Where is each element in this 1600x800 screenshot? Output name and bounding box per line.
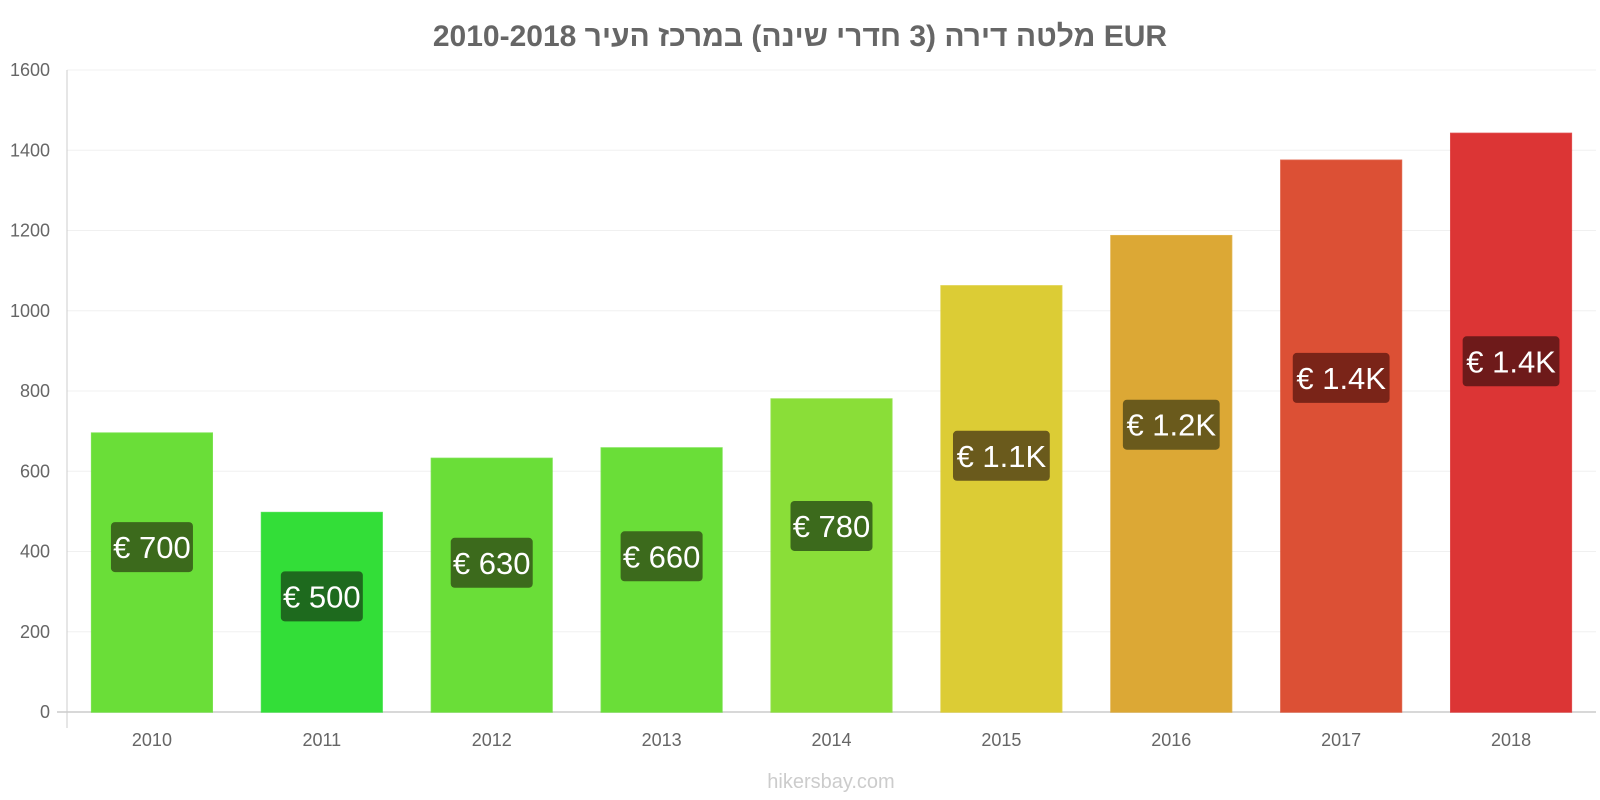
data-label-box bbox=[110, 522, 193, 573]
y-tick-label: 1200 bbox=[10, 221, 50, 241]
data-label-text: € 1.4K bbox=[1296, 361, 1386, 396]
x-tick-label: 2013 bbox=[642, 730, 682, 750]
data-labels-group: € 700 € 500 € 630 € 660 € 780 € 1.1K € 1.2K € 1… bbox=[110, 336, 1560, 622]
data-label-box bbox=[450, 537, 533, 588]
data-label-box bbox=[1292, 352, 1390, 403]
data-label-text: € 500 bbox=[283, 579, 361, 614]
y-tick-label: 1400 bbox=[10, 140, 50, 160]
data-label-text: € 1.4K bbox=[1466, 344, 1556, 379]
data-label-box bbox=[620, 531, 703, 582]
bar-2014 bbox=[770, 398, 893, 713]
data-label-text: € 780 bbox=[793, 509, 871, 544]
data-label-2011: € 500 bbox=[280, 571, 363, 622]
y-tick-label: 1600 bbox=[10, 60, 50, 80]
data-label-box bbox=[1462, 336, 1560, 387]
data-label-text: € 1.2K bbox=[1126, 408, 1216, 443]
data-label-text: € 1.1K bbox=[957, 439, 1047, 474]
data-label-text: € 660 bbox=[623, 539, 701, 574]
x-tick-label: 2018 bbox=[1491, 730, 1531, 750]
data-label-2014: € 780 bbox=[790, 500, 873, 551]
data-label-box bbox=[952, 430, 1050, 481]
y-tick-label: 200 bbox=[20, 622, 50, 642]
bar-2017 bbox=[1280, 159, 1403, 713]
y-axis-ticks: 0 200 400 600 800 1000 1200 1400 1600 bbox=[10, 60, 50, 722]
data-label-2018: € 1.4K bbox=[1462, 336, 1560, 387]
bar-2010 bbox=[90, 432, 214, 713]
data-label-box bbox=[280, 571, 363, 622]
y-tick-label: 0 bbox=[40, 702, 50, 722]
data-label-2016: € 1.2K bbox=[1122, 399, 1220, 450]
y-tick-label: 400 bbox=[20, 542, 50, 562]
data-label-box bbox=[1122, 399, 1220, 450]
x-tick-label: 2014 bbox=[811, 730, 851, 750]
x-tick-label: 2010 bbox=[132, 730, 172, 750]
bar-2015 bbox=[940, 285, 1063, 713]
bar-2018 bbox=[1449, 132, 1573, 713]
x-tick-label: 2015 bbox=[981, 730, 1021, 750]
data-label-2012: € 630 bbox=[450, 537, 533, 588]
bars-group bbox=[90, 132, 1573, 713]
data-label-text: € 630 bbox=[453, 546, 531, 581]
data-label-2013: € 660 bbox=[620, 531, 703, 582]
y-tick-label: 1000 bbox=[10, 301, 50, 321]
y-tick-label: 600 bbox=[20, 461, 50, 481]
data-label-box bbox=[790, 500, 873, 551]
y-tick-label: 800 bbox=[20, 381, 50, 401]
x-tick-label: 2017 bbox=[1321, 730, 1361, 750]
chart-title: מלטה דירה (3 חדרי שינה) במרכז העיר 2010-… bbox=[433, 20, 1168, 53]
watermark: hikersbay.com bbox=[767, 771, 894, 793]
x-tick-label: 2012 bbox=[472, 730, 512, 750]
bar-2016 bbox=[1110, 234, 1233, 713]
data-label-2010: € 700 bbox=[110, 522, 193, 573]
data-label-text: € 700 bbox=[113, 530, 191, 565]
x-tick-label: 2011 bbox=[302, 730, 341, 750]
x-axis-ticks: 2010 2011 2012 2013 2014 2015 2016 2017 2018 bbox=[132, 730, 1531, 750]
data-label-2017: € 1.4K bbox=[1292, 352, 1390, 403]
data-label-2015: € 1.1K bbox=[952, 430, 1050, 481]
x-tick-label: 2016 bbox=[1151, 730, 1191, 750]
